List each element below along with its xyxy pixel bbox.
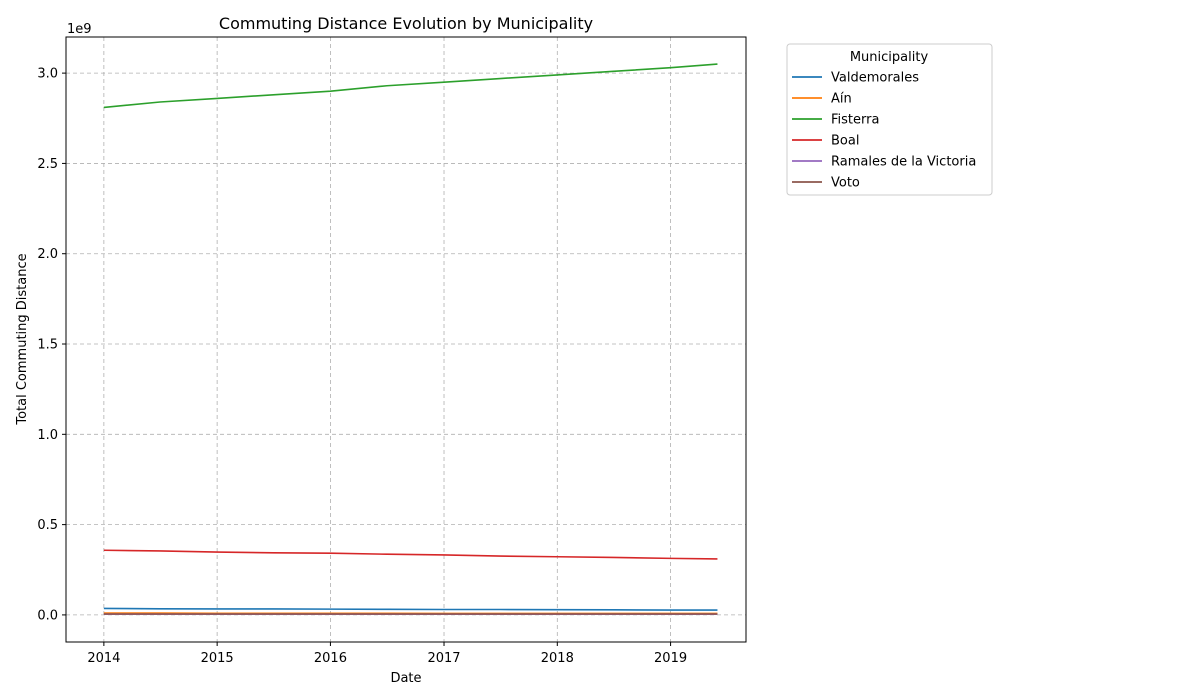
x-tick-label: 2016	[314, 651, 347, 666]
series-line-fisterra	[103, 63, 718, 109]
x-tick-label: 2018	[541, 651, 574, 666]
y-tick-label: 2.5	[37, 157, 58, 172]
legend-label: Aín	[831, 92, 852, 107]
series-line-valdemorales	[103, 607, 718, 611]
legend-title: Municipality	[850, 50, 929, 65]
y-tick-label: 1.0	[37, 428, 58, 443]
x-tick-label: 2017	[427, 651, 460, 666]
legend-item: Fisterra	[792, 113, 879, 128]
legend-label: Boal	[831, 134, 859, 149]
y-tick-label: 3.0	[37, 67, 58, 82]
y-axis-multiplier: 1e9	[67, 22, 92, 37]
x-tick-label: 2014	[87, 651, 120, 666]
legend: Municipality Valdemorales Aín Fisterra Boal…	[786, 43, 993, 196]
x-axis-title: Date	[390, 671, 421, 686]
legend-label: Voto	[831, 176, 860, 191]
legend-item: Boal	[792, 134, 859, 149]
legend-items: Valdemorales Aín Fisterra Boal Ramales de la…	[792, 71, 976, 191]
x-tick-label: 2015	[201, 651, 234, 666]
series-lines	[103, 63, 718, 615]
chart-title: Commuting Distance Evolution by Municipa…	[219, 14, 593, 33]
y-tick-label: 2.0	[37, 247, 58, 262]
legend-item: Aín	[792, 92, 852, 107]
legend-label: Fisterra	[831, 113, 879, 128]
legend-item: Ramales de la Victoria	[792, 155, 976, 170]
y-tick-label: 1.5	[37, 338, 58, 353]
y-axis-title: Total Commuting Distance	[15, 253, 30, 425]
legend-item: Voto	[792, 176, 860, 191]
y-tick-label: 0.0	[37, 608, 58, 623]
legend-frame	[786, 43, 993, 196]
x-axis-ticks: 2014 2015 2016 2017 2018 2019	[87, 642, 687, 666]
legend-label: Valdemorales	[831, 71, 919, 86]
y-tick-label: 0.5	[37, 518, 58, 533]
x-tick-label: 2019	[654, 651, 687, 666]
legend-label: Ramales de la Victoria	[831, 155, 976, 170]
plot-frame	[65, 36, 747, 643]
legend-item: Valdemorales	[792, 71, 919, 86]
series-line-boal	[103, 549, 718, 560]
y-axis-ticks: 0.0 0.5 1.0 1.5 2.0 2.5 3.0	[37, 67, 66, 623]
